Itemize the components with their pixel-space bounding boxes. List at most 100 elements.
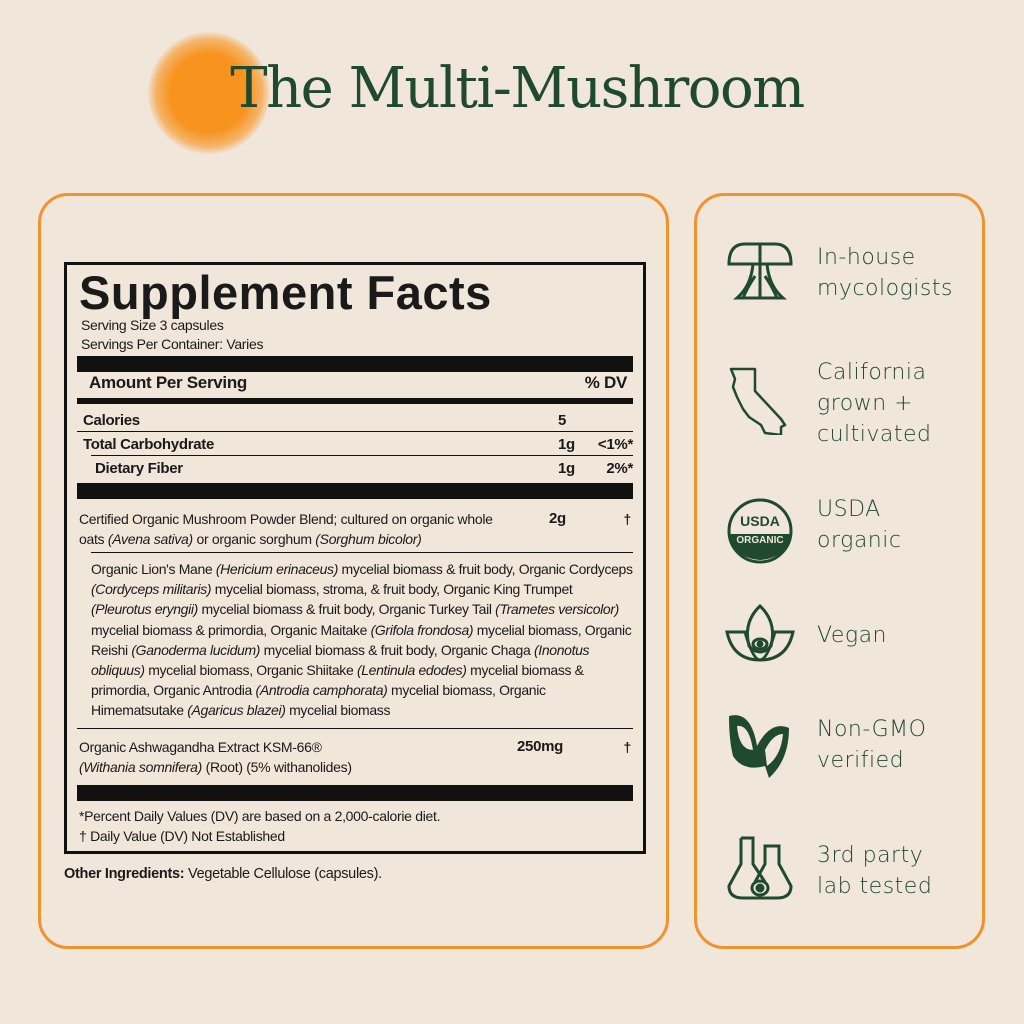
sun-decoration — [148, 32, 270, 154]
line: Vegan — [817, 623, 888, 648]
blend-ingredient-segment: Organic Lion's Mane — [91, 561, 216, 577]
feature-vegan — [725, 600, 795, 670]
other-label: Other Ingredients: — [64, 866, 185, 882]
blend-ingredient-segment: (Trametes versicolor) — [495, 601, 619, 618]
divider — [77, 785, 633, 801]
line: Non-GMO — [817, 717, 927, 742]
supplement-facts-label: Supplement Facts Serving Size 3 capsules… — [64, 262, 646, 854]
feature-california — [725, 365, 795, 435]
feature-text: Non-GMO verified — [817, 714, 926, 776]
footnote: † Daily Value (DV) Not Established — [79, 828, 285, 844]
footnote: *Percent Daily Values (DV) are based on … — [79, 808, 441, 824]
ash-amount: 250mg — [517, 738, 564, 755]
facts-panel — [38, 193, 669, 949]
feature-mycologists — [725, 236, 795, 306]
blend-ingredient-segment: (Agaricus blazei) — [187, 702, 286, 719]
blend-ingredient-segment: (Hericium erinaceus) — [215, 561, 339, 577]
blend-ingredient-segment: mycelial biomass, Organic Himematsutake — [91, 682, 546, 719]
ash-line: (Withania somnifera) (Root) (5% withanol… — [79, 757, 633, 777]
blend-ingredient-segment: mycelial biomass, stroma, & fruit body, … — [211, 581, 573, 598]
feature-text: Vegan — [817, 620, 887, 651]
divider — [91, 552, 633, 553]
ash-line: Organic Ashwagandha Extract KSM-66® — [79, 739, 322, 755]
blend-line: Certified Organic Mushroom Powder Blend;… — [79, 511, 493, 527]
blend-ingredient-segment: (Grifola frondosa) — [370, 621, 474, 638]
flask-icon — [727, 836, 793, 900]
text: oats — [79, 531, 108, 547]
row-amount: 5 — [558, 412, 567, 429]
mushroom-icon — [727, 242, 793, 300]
line: organic — [817, 528, 902, 553]
dv-header: % DV — [584, 373, 628, 392]
line: 3rd party — [817, 843, 924, 868]
divider — [91, 455, 633, 456]
row-amount: 1g — [558, 460, 575, 477]
row-name: Total Carbohydrate — [83, 436, 215, 453]
blend-ingredient-segment: mycelial biomass & primordia, Organic Ma… — [91, 621, 371, 638]
row-name: Calories — [83, 412, 140, 429]
fact-row: Dietary Fiber 1g 2%* — [95, 460, 633, 477]
row-dv: 2%* — [606, 460, 633, 477]
blend-ingredient-segment: (Inonotus obliquus) — [91, 641, 590, 679]
text: or organic sorghum — [192, 531, 316, 547]
blend-ingredient-segment: mycelial biomass — [285, 702, 391, 719]
other-ingredients: Other Ingredients: Vegetable Cellulose (… — [64, 866, 382, 882]
line: In-house — [817, 245, 916, 270]
line: USDA — [817, 497, 881, 522]
line: verified — [817, 748, 905, 773]
line: lab tested — [817, 874, 933, 899]
text: (Root) (5% withanolides) — [202, 759, 352, 775]
ash-dv: † — [623, 739, 632, 755]
feature-text: In-house mycologists — [817, 242, 953, 304]
servings-per-container: Servings Per Container: Varies — [81, 336, 264, 352]
svg-text:ORGANIC: ORGANIC — [736, 535, 783, 546]
blend-ingredient-segment: mycelial biomass & primordia, Organic An… — [91, 662, 584, 699]
fact-row: Calories 5 — [83, 412, 633, 429]
divider — [77, 398, 633, 404]
blend-amount: 2g — [549, 510, 566, 527]
divider — [77, 431, 633, 432]
line: grown + — [817, 391, 914, 416]
row-dv: <1%* — [597, 436, 633, 453]
blend-ingredient-segment: mycelial biomass, Organic Reishi — [91, 621, 632, 658]
blend-row: Certified Organic Mushroom Powder Blend;… — [79, 509, 633, 549]
feature-text: USDA organic — [817, 494, 901, 556]
feature-usda: USDA ORGANIC — [725, 496, 795, 566]
blend-ingredient-segment: mycelial biomass & fruit body, Organic C… — [338, 561, 633, 577]
lotus-icon — [725, 603, 795, 662]
amount-per-serving: Amount Per Serving — [89, 373, 248, 392]
feature-non-gmo — [725, 710, 795, 780]
divider — [77, 483, 633, 499]
ashwagandha-row: Organic Ashwagandha Extract KSM-66® (Wit… — [79, 737, 633, 777]
other-value: Vegetable Cellulose (capsules). — [184, 866, 382, 882]
page-title: The Multi-Mushroom — [230, 56, 805, 121]
feature-text: 3rd party lab tested — [817, 840, 932, 902]
blend-ingredient-segment: (Pleurotus eryngii) — [91, 601, 198, 618]
svg-text:USDA: USDA — [740, 513, 780, 529]
line: mycologists — [817, 276, 953, 301]
usda-organic-icon: USDA ORGANIC — [727, 498, 793, 564]
facts-heading: Supplement Facts — [79, 266, 492, 319]
blend-ingredient-segment: (Lentinula edodes) — [356, 662, 467, 679]
blend-ingredient-segment: mycelial biomass & fruit body, Organic T… — [197, 601, 496, 618]
feature-lab-tested — [725, 834, 795, 904]
line: California — [817, 360, 927, 385]
line: cultivated — [817, 422, 932, 447]
blend-ingredients: Organic Lion's Mane (Hericium erinaceus)… — [91, 559, 635, 721]
blend-dv: † — [623, 511, 632, 527]
blend-ingredient-segment: (Cordyceps militaris) — [91, 581, 212, 598]
blend-ingredient-segment: mycelial biomass, Organic Shiitake — [144, 662, 357, 679]
blend-line: oats (Avena sativa) or organic sorghum (… — [79, 529, 633, 549]
row-name: Dietary Fiber — [95, 460, 183, 477]
features-panel — [694, 193, 985, 949]
california-icon — [729, 367, 787, 435]
serving-size: Serving Size 3 capsules — [81, 317, 224, 333]
blend-ingredient-segment: mycelial biomass & fruit body, Organic C… — [260, 641, 534, 658]
row-amount: 1g — [558, 436, 575, 453]
blend-ingredient-segment: (Ganoderma lucidum) — [131, 641, 261, 658]
blend-ingredient-segment: (Antrodia camphorata) — [255, 682, 388, 699]
divider — [77, 728, 633, 729]
feature-text: California grown + cultivated — [817, 357, 932, 450]
divider — [77, 356, 633, 372]
text: (Avena sativa) — [107, 531, 193, 547]
